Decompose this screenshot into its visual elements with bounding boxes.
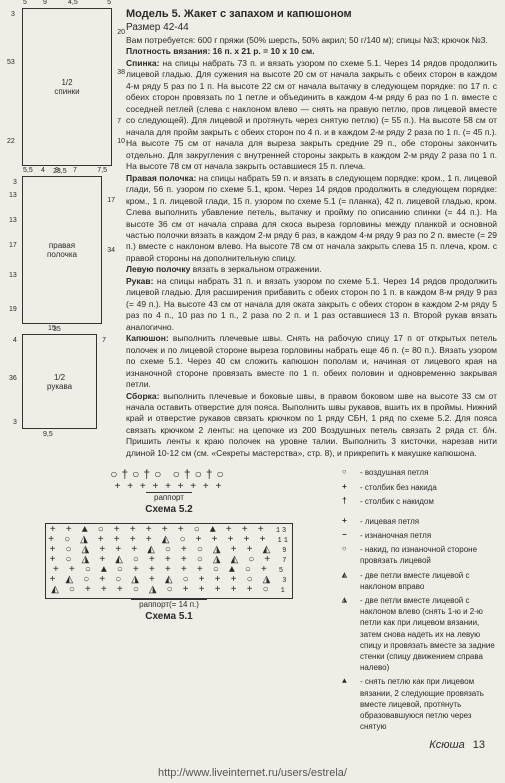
schematic-front: праваяполочка 5,5 4 9 7 7,5 3 13 13 17 1…: [22, 176, 102, 324]
schematic-sleeve: 1/2рукава 15 4 36 3 9,5 7: [22, 334, 97, 429]
chart-5-2: ○†○†○ ○†○†○ + + + + + + + + + раппорт Сх…: [8, 467, 330, 515]
schematic-back: 1/2спинки 5 9 4,5 5 3 53 22 20 38 7 10 2…: [22, 8, 112, 166]
chart-5-1: + + ▲ ○ + + + + + ○ ▲ + + + 13 + ○ ◮ + +…: [8, 523, 330, 622]
gauge-label: Плотность вязания: 16 п. х 21 р. = 10 х …: [126, 46, 315, 56]
instructions-body: Спинка: на спицы набрать 73 п. и вязать …: [126, 58, 497, 459]
sleeve-label: 1/2рукава: [47, 373, 72, 391]
materials: Вам потребуется: 600 г пряжи (50% шерсть…: [126, 35, 497, 46]
page-footer: Ксюша13: [8, 735, 497, 755]
front-label: праваяполочка: [47, 241, 77, 259]
size-line: Размер 42-44: [126, 22, 497, 33]
pattern-title: Модель 5. Жакет с запахом и капюшоном: [126, 8, 497, 20]
back-label: 1/2спинки: [54, 78, 79, 96]
legend: ○- воздушная петля +- столбик без накида…: [342, 467, 497, 735]
source-url: http://www.liveinternet.ru/users/estrela…: [0, 763, 505, 783]
